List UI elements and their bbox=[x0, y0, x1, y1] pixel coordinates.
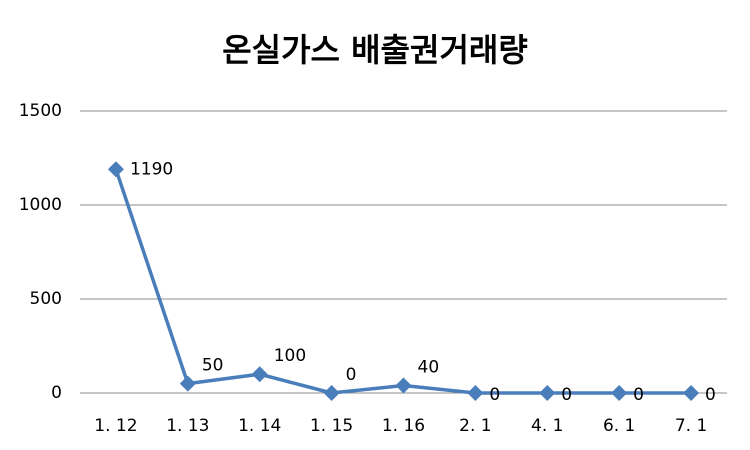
data-label: 0 bbox=[633, 385, 644, 405]
marker bbox=[611, 385, 628, 401]
data-label: 50 bbox=[202, 356, 224, 376]
marker bbox=[251, 366, 268, 383]
marker bbox=[107, 161, 124, 178]
y-tick-label: 0 bbox=[51, 383, 62, 403]
marker bbox=[683, 385, 700, 401]
data-label: 0 bbox=[705, 385, 716, 405]
data-label: 0 bbox=[346, 365, 357, 385]
data-label: 100 bbox=[274, 346, 306, 366]
data-label: 40 bbox=[418, 357, 440, 377]
x-tick-label: 7. 1 bbox=[675, 416, 707, 436]
x-tick-label: 1. 16 bbox=[382, 416, 425, 436]
marker bbox=[323, 385, 340, 401]
y-tick-label: 1500 bbox=[19, 101, 62, 121]
x-tick-label: 1. 13 bbox=[166, 416, 209, 436]
y-tick-label: 500 bbox=[30, 289, 62, 309]
marker bbox=[395, 377, 412, 394]
data-label: 0 bbox=[489, 385, 500, 405]
x-tick-label: 1. 14 bbox=[238, 416, 281, 436]
x-tick-label: 6. 1 bbox=[603, 416, 635, 436]
x-tick-label: 1. 12 bbox=[94, 416, 137, 436]
marker bbox=[179, 375, 196, 392]
x-tick-label: 2. 1 bbox=[459, 416, 491, 436]
x-tick-label: 4. 1 bbox=[531, 416, 563, 436]
y-tick-label: 1000 bbox=[19, 195, 62, 215]
marker bbox=[539, 385, 556, 401]
data-label: 1190 bbox=[130, 159, 173, 179]
x-tick-label: 1. 15 bbox=[310, 416, 353, 436]
marker bbox=[467, 385, 484, 401]
chart-title: 온실가스 배출권거래량 bbox=[222, 31, 528, 69]
data-label: 0 bbox=[561, 385, 572, 405]
